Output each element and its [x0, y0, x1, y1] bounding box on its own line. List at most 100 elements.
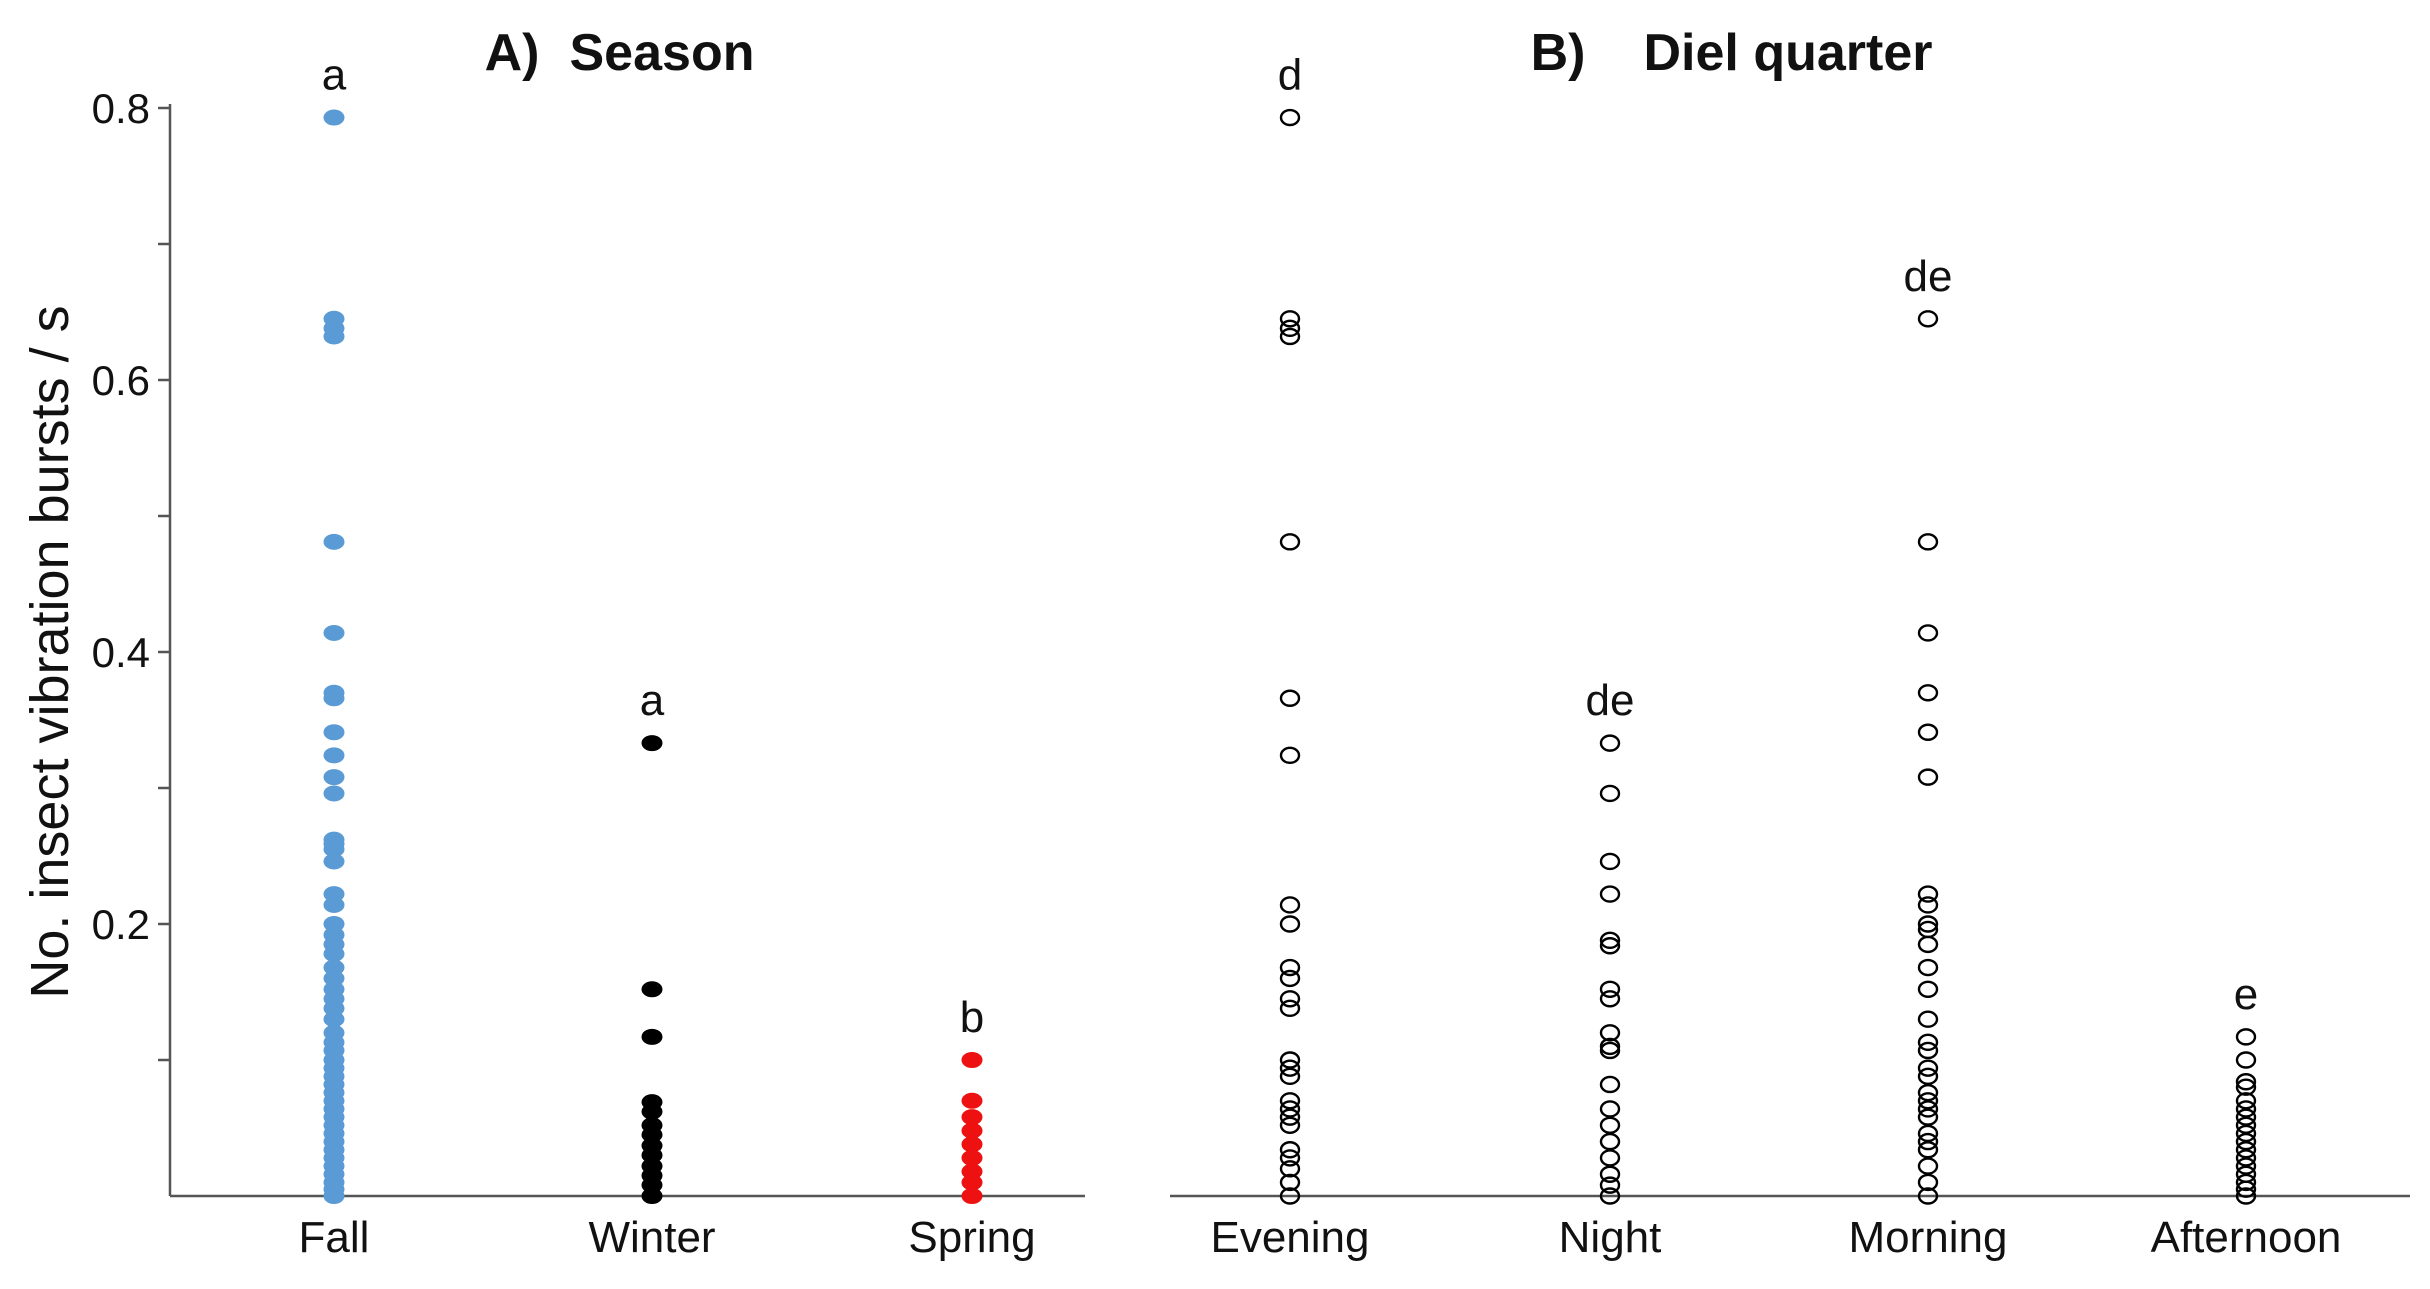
data-point: [641, 735, 663, 752]
data-point: [2235, 1116, 2257, 1134]
data-point: [961, 1136, 983, 1153]
data-point: [323, 533, 345, 550]
data-point: [641, 1188, 663, 1204]
data-point: [1917, 1157, 1939, 1175]
data-point: [1599, 784, 1621, 803]
y-axis-label: No. insect vibration bursts / s: [20, 305, 80, 998]
data-point: [1599, 1149, 1621, 1167]
data-point: [1279, 327, 1301, 346]
data-point: [1279, 969, 1301, 988]
data-point: [1279, 1116, 1301, 1134]
data-point: [323, 747, 345, 764]
data-point: [323, 328, 345, 345]
data-point: [1917, 1132, 1939, 1151]
data-point: [1917, 533, 1939, 551]
data-point: [1279, 108, 1301, 127]
data-point: [2235, 1092, 2257, 1110]
data-point: [961, 1122, 983, 1139]
data-point: [1279, 533, 1301, 551]
data-point: [641, 981, 663, 998]
y-tick-label: 0.6: [92, 357, 150, 404]
data-point: [641, 1028, 663, 1045]
data-point: [323, 724, 345, 741]
x-category-label: Spring: [908, 1213, 1035, 1262]
data-point: [1279, 958, 1301, 977]
data-point: [1599, 931, 1621, 950]
data-point: [323, 945, 345, 962]
x-category-label: Afternoon: [2151, 1213, 2342, 1262]
data-point: [1599, 980, 1621, 998]
data-point: [1599, 990, 1621, 1008]
data-point: [323, 1188, 345, 1204]
data-point: [1279, 1051, 1301, 1069]
data-point: [1917, 935, 1939, 954]
data-point: [2235, 1180, 2257, 1198]
data-point: [1599, 1132, 1621, 1151]
data-point: [1917, 684, 1939, 702]
data-point: [2235, 1051, 2257, 1069]
data-point: [2235, 1173, 2257, 1192]
data-point: [1917, 896, 1939, 914]
data-point: [1599, 1187, 1621, 1205]
data-point: [1917, 1083, 1939, 1102]
data-point: [1599, 937, 1621, 955]
data-point: [1279, 999, 1301, 1018]
panel-title-prefix: A): [485, 24, 540, 82]
data-point: [1279, 1149, 1301, 1167]
data-point: [323, 624, 345, 641]
data-point: [1917, 1033, 1939, 1052]
data-point: [1917, 1041, 1939, 1060]
data-point: [1279, 1141, 1301, 1159]
data-point: [2235, 1078, 2257, 1096]
data-point: [1917, 1067, 1939, 1086]
data-point: [323, 785, 345, 802]
data-point: [1279, 1160, 1301, 1178]
data-point: [1279, 689, 1301, 707]
significance-letter: de: [1904, 252, 1953, 301]
data-point: [1599, 1075, 1621, 1094]
significance-letter: e: [2234, 970, 2258, 1019]
data-point: [2235, 1028, 2257, 1046]
data-point: [2235, 1187, 2257, 1205]
data-point: [1917, 768, 1939, 786]
data-point: [1599, 734, 1621, 752]
data-point: [1279, 1092, 1301, 1110]
data-point: [1279, 1187, 1301, 1205]
significance-letter: a: [640, 676, 665, 725]
panel-title: Diel quarter: [1644, 24, 1933, 82]
data-point: [1917, 1124, 1939, 1143]
data-point: [1279, 746, 1301, 765]
data-point: [2235, 1132, 2257, 1151]
data-point: [2235, 1124, 2257, 1143]
data-point: [1917, 915, 1939, 933]
data-point: [1917, 310, 1939, 328]
data-point: [323, 769, 345, 786]
data-point: [1599, 1041, 1621, 1060]
data-point: [2235, 1149, 2257, 1167]
data-point: [1917, 1108, 1939, 1126]
data-point: [1279, 1173, 1301, 1192]
data-point: [1599, 1024, 1621, 1042]
data-point: [1599, 1100, 1621, 1118]
data-point: [1599, 852, 1621, 871]
data-point: [961, 1149, 983, 1166]
data-point: [1279, 896, 1301, 914]
x-category-label: Night: [1559, 1213, 1662, 1262]
data-point: [323, 896, 345, 913]
data-point: [1279, 915, 1301, 933]
data-point: [323, 1011, 345, 1028]
x-category-label: Morning: [1849, 1213, 2008, 1262]
data-point: [641, 1103, 663, 1120]
data-point: [1917, 723, 1939, 741]
data-point: [1917, 1100, 1939, 1118]
panel-title: Season: [570, 24, 755, 82]
significance-letter: b: [960, 993, 984, 1042]
data-point: [2235, 1073, 2257, 1091]
data-point: [1279, 1067, 1301, 1086]
data-point: [1279, 990, 1301, 1008]
data-point: [1917, 624, 1939, 642]
data-point: [1279, 310, 1301, 328]
data-point: [1279, 1059, 1301, 1077]
